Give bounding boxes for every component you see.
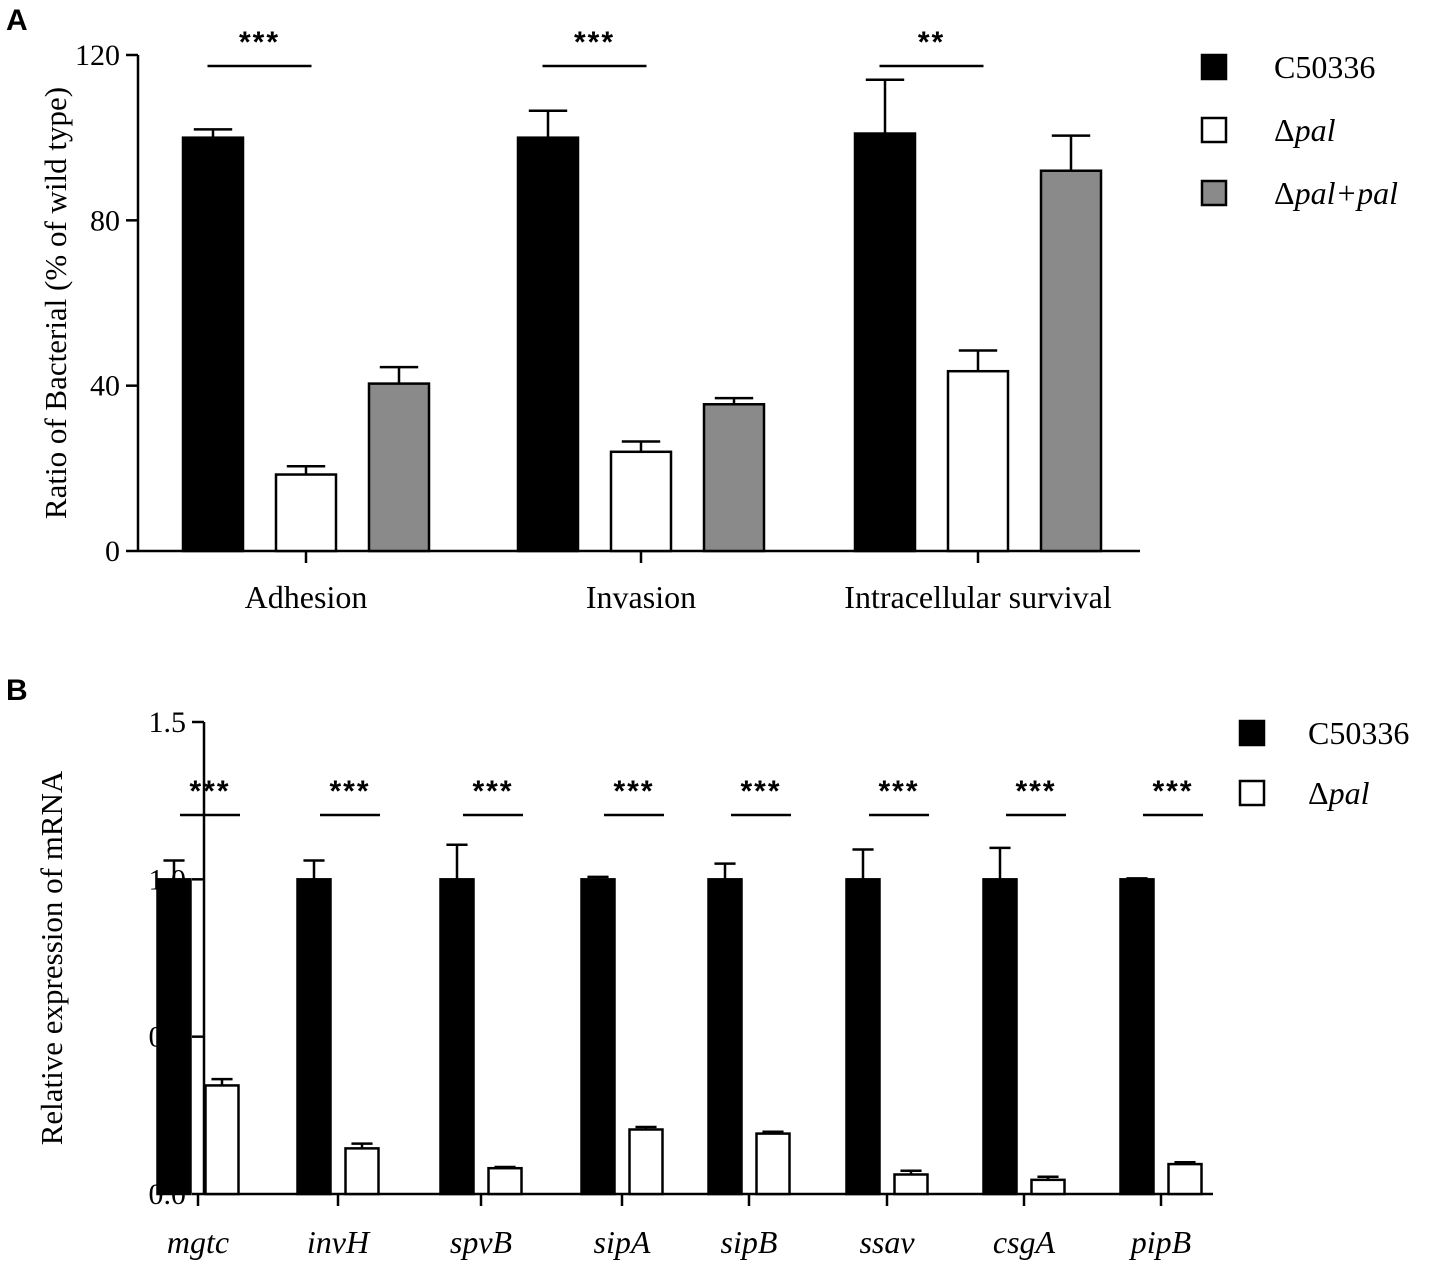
significance-marker: ** — [918, 26, 945, 59]
bar-pal-sipb — [755, 1132, 791, 1196]
y-tick-label: 120 — [75, 39, 120, 72]
bar-pal-mgtc — [204, 1084, 240, 1196]
significance-marker: *** — [574, 26, 615, 59]
significance-marker: *** — [472, 775, 513, 808]
bar-pal-pal-adhesion — [367, 382, 431, 553]
bar-pal-pal-intracellular-survival — [1039, 169, 1103, 553]
bar-pal-sipa — [628, 1128, 664, 1196]
x-tick-label-sipa: sipA — [594, 1224, 651, 1260]
bar-c50336-invasion — [516, 136, 580, 553]
significance-marker: *** — [740, 775, 781, 808]
significance-marker: *** — [1015, 775, 1056, 808]
x-tick-label-spvb: spvB — [450, 1224, 512, 1260]
bar-pal-csga — [1030, 1178, 1066, 1196]
x-tick-label-adhesion: Adhesion — [245, 579, 368, 615]
y-tick-label: 1.5 — [149, 706, 187, 739]
legend-swatch-pal — [1200, 116, 1228, 144]
significance-marker: *** — [1152, 775, 1193, 808]
y-tick-label: 40 — [90, 370, 120, 403]
bar-c50336-mgtc — [156, 878, 192, 1196]
legend-label-c50336: C50336 — [1274, 49, 1375, 85]
bar-c50336-sipb — [707, 878, 743, 1196]
bar-c50336-invh — [296, 878, 332, 1196]
significance-marker: *** — [878, 775, 919, 808]
panel-label: A — [6, 4, 28, 37]
bar-pal-pal-invasion — [702, 403, 766, 553]
significance-marker: *** — [189, 775, 230, 808]
significance-marker: *** — [239, 26, 280, 59]
y-tick-label: 80 — [90, 204, 120, 237]
legend-swatch-pal — [1238, 779, 1266, 807]
bar-c50336-ssav — [845, 878, 881, 1196]
panel-a: A Ratio of Bacterial (% of wild type) 0 40 8… — [6, 4, 1398, 615]
x-tick-label-mgtc: mgtc — [167, 1224, 229, 1260]
legend-label-pal: Δpal — [1308, 775, 1370, 811]
y-tick-label: 0 — [105, 535, 120, 568]
bar-pal-spvb — [487, 1166, 523, 1196]
legend-swatch-c50336 — [1238, 719, 1266, 747]
bar-c50336-csga — [982, 878, 1018, 1196]
bar-c50336-adhesion — [181, 136, 245, 553]
bar-pal-intracellular-survival — [946, 369, 1010, 553]
x-tick-label-sipb: sipB — [721, 1224, 778, 1260]
bar-pal-invh — [344, 1147, 380, 1196]
y-axis-label: Relative expression of mRNA — [34, 770, 69, 1145]
x-tick-label-intracellular-survival: Intracellular survival — [844, 579, 1112, 615]
x-tick-label-csga: csgA — [993, 1224, 1056, 1260]
bar-c50336-pipb — [1119, 878, 1155, 1196]
bar-pal-ssav — [893, 1173, 929, 1196]
y-axis-label: Ratio of Bacterial (% of wild type) — [38, 87, 73, 519]
x-tick-label-ssav: ssav — [859, 1224, 915, 1260]
legend-swatch-c50336 — [1200, 53, 1228, 81]
x-tick-label-invasion: Invasion — [586, 579, 696, 615]
x-tick-label-pipb: pipB — [1129, 1224, 1191, 1260]
bar-pal-adhesion — [274, 473, 338, 553]
legend-label-pal: Δpal — [1274, 112, 1336, 148]
significance-marker: *** — [613, 775, 654, 808]
bar-c50336-intracellular-survival — [853, 132, 917, 553]
bar-pal-invasion — [609, 450, 673, 553]
legend-label-pal-pal: Δpal+pal — [1274, 175, 1398, 211]
legend-swatch-pal-pal — [1200, 179, 1228, 207]
bar-c50336-spvb — [439, 878, 475, 1196]
bar-pal-pipb — [1167, 1162, 1203, 1196]
significance-marker: *** — [329, 775, 370, 808]
legend-label-c50336: C50336 — [1308, 715, 1409, 751]
panel-label: B — [6, 674, 28, 707]
bar-c50336-sipa — [580, 878, 616, 1196]
x-tick-label-invh: invH — [307, 1224, 371, 1260]
